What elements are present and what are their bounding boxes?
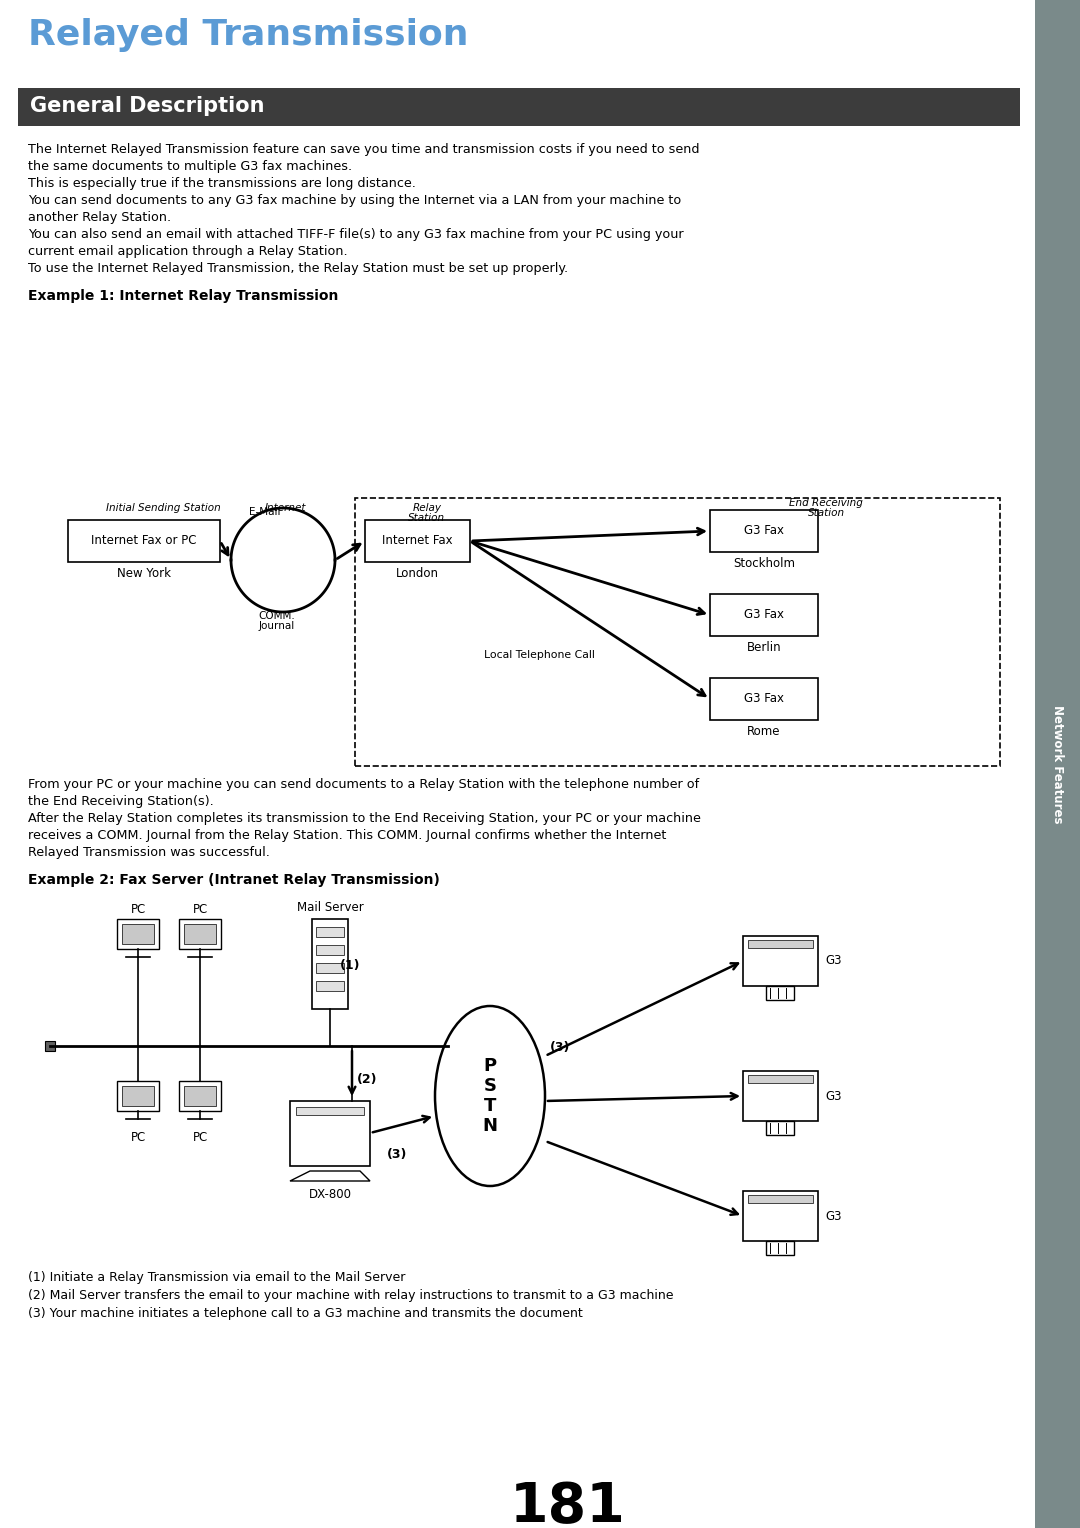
Text: Journal: Journal bbox=[259, 620, 295, 631]
Text: Rome: Rome bbox=[747, 724, 781, 738]
Bar bbox=[748, 1076, 813, 1083]
Text: From your PC or your machine you can send documents to a Relay Station with the : From your PC or your machine you can sen… bbox=[28, 778, 699, 792]
Text: (3): (3) bbox=[550, 1041, 570, 1054]
Text: (3) Your machine initiates a telephone call to a G3 machine and transmits the do: (3) Your machine initiates a telephone c… bbox=[28, 1306, 583, 1320]
Text: Relay: Relay bbox=[413, 503, 442, 513]
Text: 181: 181 bbox=[510, 1481, 626, 1528]
Text: This is especially true if the transmissions are long distance.: This is especially true if the transmiss… bbox=[28, 177, 416, 189]
Text: You can also send an email with attached TIFF-F file(s) to any G3 fax machine fr: You can also send an email with attached… bbox=[28, 228, 684, 241]
Text: Station: Station bbox=[408, 513, 446, 523]
Text: another Relay Station.: another Relay Station. bbox=[28, 211, 171, 225]
Bar bbox=[184, 1086, 216, 1106]
Text: T: T bbox=[484, 1097, 496, 1115]
Bar bbox=[316, 963, 345, 973]
Text: Example 1: Internet Relay Transmission: Example 1: Internet Relay Transmission bbox=[28, 289, 338, 303]
Bar bbox=[710, 510, 818, 552]
Text: You can send documents to any G3 fax machine by using the Internet via a LAN fro: You can send documents to any G3 fax mac… bbox=[28, 194, 681, 206]
Text: Station: Station bbox=[808, 507, 845, 518]
Bar bbox=[710, 594, 818, 636]
Text: End Receiving: End Receiving bbox=[789, 498, 863, 507]
Bar bbox=[117, 918, 159, 949]
Bar bbox=[296, 1106, 364, 1115]
Text: the same documents to multiple G3 fax machines.: the same documents to multiple G3 fax ma… bbox=[28, 160, 352, 173]
Text: (3): (3) bbox=[387, 1148, 407, 1161]
Text: receives a COMM. Journal from the Relay Station. This COMM. Journal confirms whe: receives a COMM. Journal from the Relay … bbox=[28, 830, 666, 842]
Bar bbox=[1035, 0, 1080, 1528]
Bar bbox=[316, 981, 345, 992]
Text: Berlin: Berlin bbox=[746, 642, 781, 654]
Text: The Internet Relayed Transmission feature can save you time and transmission cos: The Internet Relayed Transmission featur… bbox=[28, 144, 700, 156]
Bar bbox=[184, 924, 216, 944]
Text: New York: New York bbox=[117, 567, 171, 581]
Text: PC: PC bbox=[192, 903, 207, 915]
Text: G3 Fax: G3 Fax bbox=[744, 608, 784, 622]
Text: current email application through a Relay Station.: current email application through a Rela… bbox=[28, 244, 348, 258]
Text: S: S bbox=[484, 1077, 497, 1096]
Text: G3: G3 bbox=[825, 955, 841, 967]
Text: London: London bbox=[396, 567, 438, 581]
Polygon shape bbox=[291, 1170, 370, 1181]
Text: Stockholm: Stockholm bbox=[733, 558, 795, 570]
Text: After the Relay Station completes its transmission to the End Receiving Station,: After the Relay Station completes its tr… bbox=[28, 811, 701, 825]
Bar bbox=[316, 944, 345, 955]
Bar bbox=[179, 918, 221, 949]
Text: Local Telephone Call: Local Telephone Call bbox=[484, 649, 595, 660]
Text: G3: G3 bbox=[825, 1210, 841, 1222]
Bar bbox=[18, 89, 1020, 125]
Text: (2): (2) bbox=[357, 1073, 378, 1086]
Bar bbox=[365, 520, 470, 562]
Text: To use the Internet Relayed Transmission, the Relay Station must be set up prope: To use the Internet Relayed Transmission… bbox=[28, 261, 568, 275]
Text: G3 Fax: G3 Fax bbox=[744, 524, 784, 538]
Bar bbox=[748, 940, 813, 947]
Text: the End Receiving Station(s).: the End Receiving Station(s). bbox=[28, 795, 214, 808]
Text: COMM.: COMM. bbox=[258, 611, 295, 620]
Text: G3 Fax: G3 Fax bbox=[744, 692, 784, 706]
Bar bbox=[68, 520, 220, 562]
Bar bbox=[743, 937, 818, 986]
Text: (1): (1) bbox=[340, 960, 361, 972]
Bar bbox=[122, 924, 154, 944]
Bar bbox=[743, 1190, 818, 1241]
Text: P: P bbox=[484, 1057, 497, 1076]
Text: G3: G3 bbox=[825, 1089, 841, 1103]
Text: (1) Initiate a Relay Transmission via email to the Mail Server: (1) Initiate a Relay Transmission via em… bbox=[28, 1271, 405, 1284]
Bar bbox=[117, 1080, 159, 1111]
Text: N: N bbox=[483, 1117, 498, 1135]
Bar bbox=[122, 1086, 154, 1106]
Text: DX-800: DX-800 bbox=[309, 1187, 351, 1201]
Bar bbox=[291, 1102, 370, 1166]
Bar bbox=[710, 678, 818, 720]
Text: E-Mail: E-Mail bbox=[249, 507, 281, 516]
Text: PC: PC bbox=[131, 903, 146, 915]
Bar bbox=[312, 918, 348, 1008]
Text: (2) Mail Server transfers the email to your machine with relay instructions to t: (2) Mail Server transfers the email to y… bbox=[28, 1290, 674, 1302]
Bar bbox=[766, 986, 794, 999]
Text: Internet Fax: Internet Fax bbox=[382, 535, 453, 547]
Bar bbox=[45, 1041, 55, 1051]
Bar bbox=[766, 1122, 794, 1135]
Bar bbox=[743, 1071, 818, 1122]
Text: Relayed Transmission was successful.: Relayed Transmission was successful. bbox=[28, 847, 270, 859]
Text: Relayed Transmission: Relayed Transmission bbox=[28, 18, 469, 52]
Text: Network Features: Network Features bbox=[1051, 704, 1064, 824]
Text: Internet Fax or PC: Internet Fax or PC bbox=[91, 535, 197, 547]
Text: Mail Server: Mail Server bbox=[297, 902, 363, 914]
Bar bbox=[179, 1080, 221, 1111]
Bar bbox=[766, 1241, 794, 1254]
Text: Example 2: Fax Server (Intranet Relay Transmission): Example 2: Fax Server (Intranet Relay Tr… bbox=[28, 872, 440, 886]
Bar bbox=[748, 1195, 813, 1203]
Bar bbox=[355, 498, 1000, 766]
Text: PC: PC bbox=[131, 1131, 146, 1144]
Text: Initial Sending Station: Initial Sending Station bbox=[106, 503, 220, 513]
Text: Internet: Internet bbox=[265, 503, 306, 513]
Text: PC: PC bbox=[192, 1131, 207, 1144]
Bar bbox=[316, 927, 345, 937]
Text: General Description: General Description bbox=[30, 96, 265, 116]
